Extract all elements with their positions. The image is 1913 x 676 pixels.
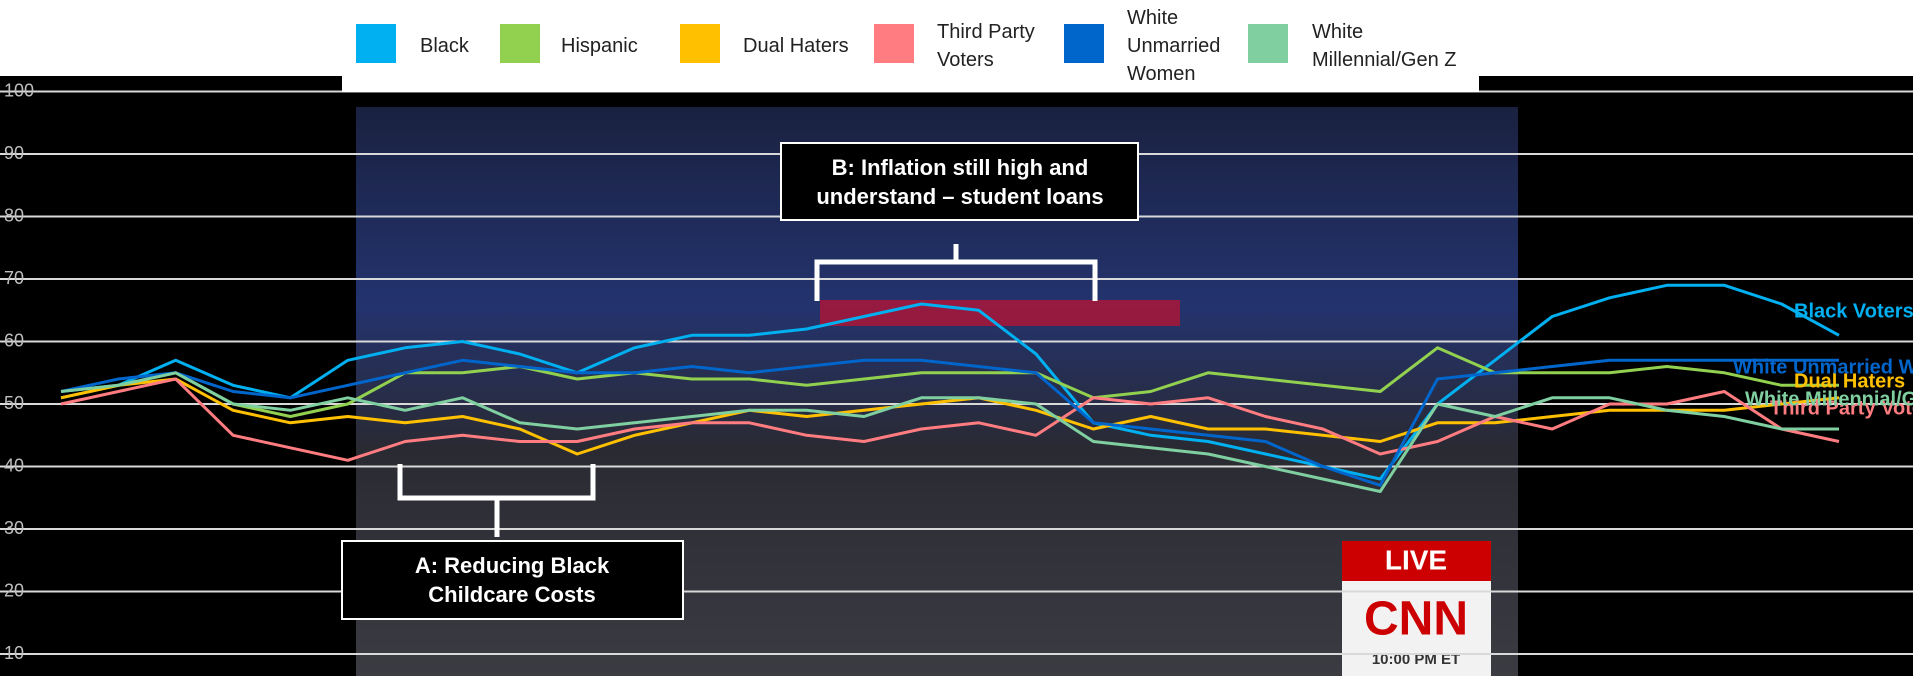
end-label: White Unmarried W [1733, 356, 1913, 378]
legend-swatch [500, 24, 540, 63]
legend-swatch [356, 24, 396, 63]
series-line [60, 283, 1840, 481]
legend-label: Hispanic [561, 35, 638, 57]
legend-swatch [1248, 24, 1288, 63]
series-line [60, 371, 1839, 493]
series-line [60, 358, 1839, 487]
y-tick-label: 10 [4, 643, 24, 663]
annotation-text: B: Inflation still high and [832, 155, 1089, 180]
end-label: White Millennial/G [1745, 388, 1913, 410]
live-text: LIVE [1385, 544, 1447, 575]
legend-swatch [1064, 24, 1104, 63]
legend: Black Hispanic Dual Haters Third Party Vote… [342, 0, 1479, 92]
annotation-text: understand – student loans [816, 184, 1103, 209]
legend-swatch [680, 24, 720, 63]
legend-label: White Unmarried Women [1127, 7, 1221, 85]
logo-text: CNN [1364, 593, 1468, 646]
y-tick-label: 100 [4, 80, 34, 100]
end-label: Dual Haters [1794, 370, 1905, 392]
end-label: Black Voters [1794, 300, 1913, 322]
legend-swatch [874, 24, 914, 63]
annotation-text: Childcare Costs [428, 582, 596, 607]
y-tick-label: 20 [4, 580, 24, 600]
legend-label: Dual Haters [743, 35, 849, 57]
y-tick-label: 60 [4, 330, 24, 350]
y-tick-label: 90 [4, 143, 24, 163]
live-badge: LIVE CNN 10:00 PM ET [1342, 541, 1491, 676]
bracket-a [397, 464, 596, 537]
legend-label: Black [420, 35, 469, 57]
y-tick-label: 50 [4, 393, 24, 413]
bracket-b [814, 244, 1098, 301]
y-tick-label: 70 [4, 268, 24, 288]
annotation-box [341, 540, 684, 620]
y-tick-label: 30 [4, 518, 24, 538]
end-label: Third Party Vote [1770, 397, 1913, 419]
y-tick-label: 40 [4, 455, 24, 475]
legend-label: Third Party Voters [937, 21, 1035, 71]
series-line [60, 377, 1840, 456]
annotations: B: Inflation still high and understand –… [341, 142, 1139, 620]
legend-label: White Millennial/Gen Z [1312, 21, 1457, 71]
time-text: 10:00 PM ET [1372, 651, 1460, 668]
series-line [60, 377, 1840, 462]
y-tick-label: 80 [4, 205, 24, 225]
annotation-text: A: Reducing Black [415, 553, 610, 578]
annotation-box [780, 142, 1139, 221]
